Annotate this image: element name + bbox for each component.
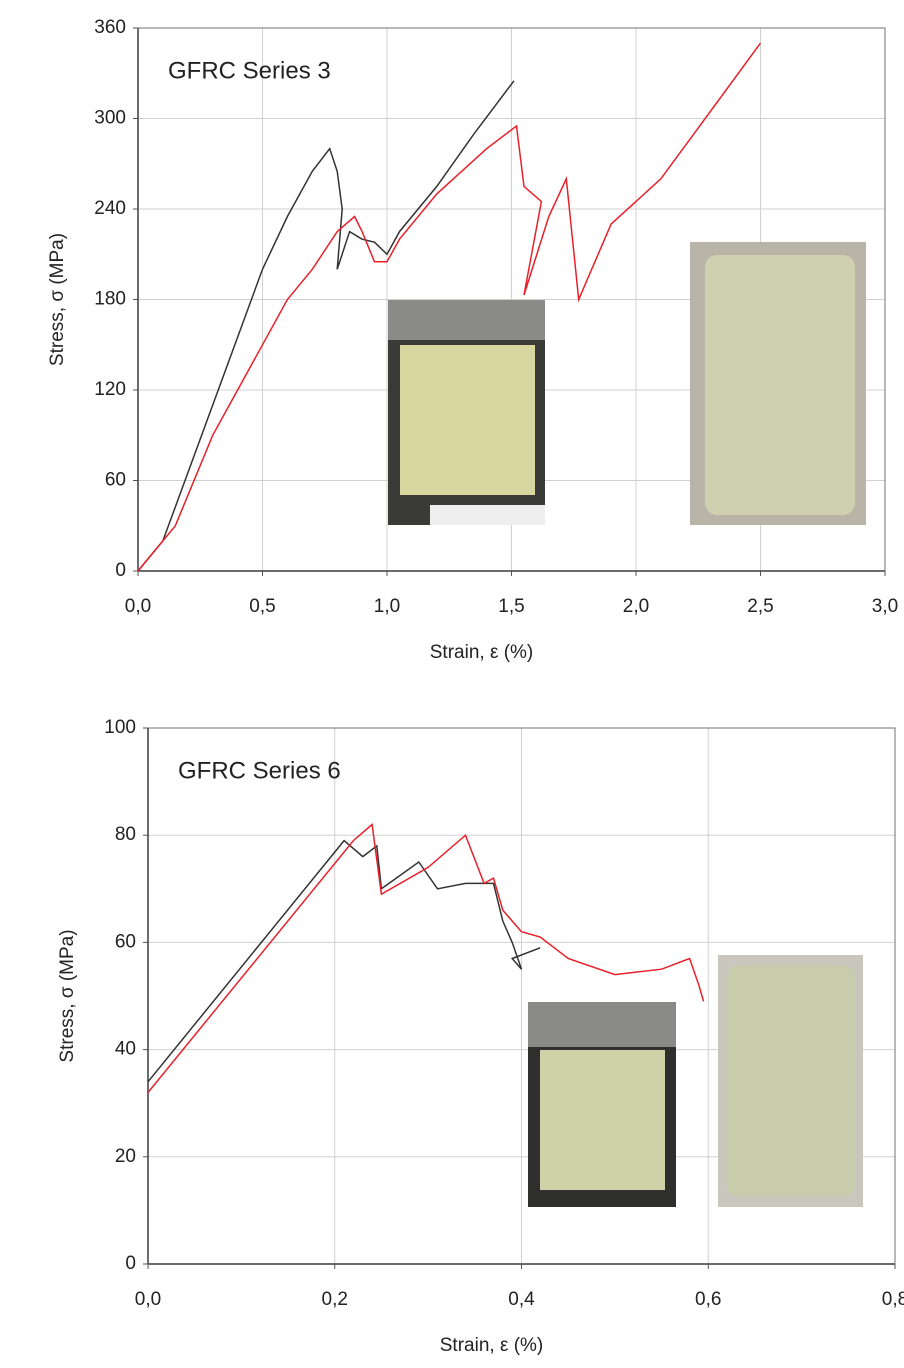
- x-axis-label: Strain, ε (%): [440, 1335, 544, 1356]
- y-tick-label: 60: [105, 470, 126, 491]
- y-tick-label: 80: [115, 824, 136, 845]
- photo-specimen-1: [690, 242, 866, 525]
- y-tick-label: 240: [94, 198, 126, 219]
- x-tick-label: 0,2: [322, 1289, 348, 1310]
- x-tick-label: 0,0: [135, 1289, 161, 1310]
- x-tick-label: 0,5: [249, 596, 275, 617]
- x-tick-label: 0,4: [508, 1289, 535, 1310]
- x-tick-label: 2,0: [623, 596, 649, 617]
- y-tick-label: 180: [94, 289, 126, 310]
- x-tick-label: 0,6: [695, 1289, 721, 1310]
- data-line: [147, 839, 541, 1083]
- chart-title: GFRC Series 6: [178, 757, 341, 784]
- x-tick-label: 0,0: [125, 596, 151, 617]
- photo-test-setup-1: [388, 300, 545, 525]
- x-tick-label: 3,0: [872, 596, 898, 617]
- x-tick-label: 1,0: [374, 596, 400, 617]
- y-tick-label: 300: [94, 108, 126, 129]
- y-tick-label: 0: [115, 560, 126, 581]
- data-line: [147, 823, 705, 1093]
- y-axis-label: Stress, σ (MPa): [57, 929, 78, 1062]
- y-tick-label: 0: [125, 1253, 136, 1274]
- x-tick-label: 1,5: [498, 596, 524, 617]
- y-axis-label: Stress, σ (MPa): [47, 233, 68, 366]
- data-line: [137, 42, 762, 572]
- photo-test-setup-2: [528, 1002, 676, 1207]
- x-tick-label: 2,5: [747, 596, 773, 617]
- y-tick-label: 100: [104, 717, 136, 738]
- photo-specimen-2: [718, 955, 863, 1207]
- y-tick-label: 360: [94, 17, 126, 38]
- y-tick-label: 40: [115, 1039, 136, 1060]
- chart-title: GFRC Series 3: [168, 57, 331, 84]
- x-tick-label: 0,8: [882, 1289, 904, 1310]
- y-tick-label: 120: [94, 379, 126, 400]
- data-line: [137, 80, 515, 572]
- y-tick-label: 60: [115, 931, 136, 952]
- y-tick-label: 20: [115, 1146, 136, 1167]
- x-axis-label: Strain, ε (%): [430, 642, 534, 663]
